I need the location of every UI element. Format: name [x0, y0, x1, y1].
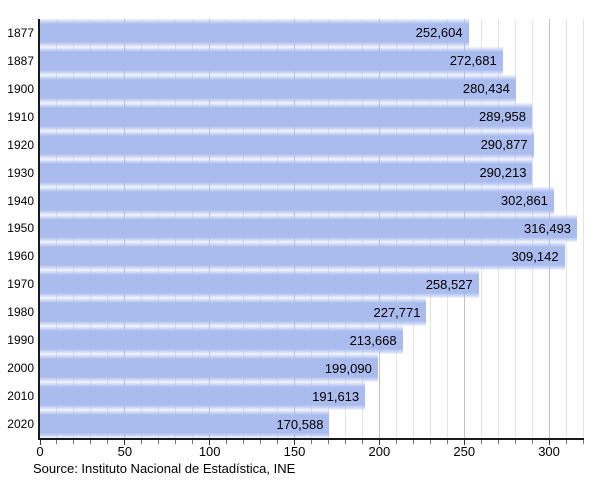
y-axis-label-1980: 1980	[7, 305, 34, 320]
major-tick	[209, 440, 211, 445]
bar-value-label: 227,771	[373, 304, 421, 320]
y-axis-label-1920: 1920	[7, 137, 34, 152]
bar-value-label: 199,090	[324, 360, 372, 376]
y-axis-label-2010: 2010	[7, 389, 34, 404]
bar-value-label: 309,142	[511, 248, 559, 264]
minor-tick	[260, 440, 262, 444]
bar-value-label: 289,958	[479, 109, 527, 125]
x-axis-label-150: 150	[283, 444, 306, 459]
y-axis-label-1990: 1990	[7, 333, 34, 348]
y-axis-label-1910: 1910	[7, 109, 34, 124]
bar-value-label: 170,588	[276, 416, 324, 432]
bar-value-label: 316,493	[524, 220, 572, 236]
minor-tick	[277, 440, 279, 444]
bar-value-label: 252,604	[415, 25, 463, 41]
y-axis-line	[38, 19, 40, 440]
minor-tick	[311, 440, 312, 444]
bar-1950: 316,493	[40, 214, 578, 243]
minor-tick	[243, 440, 245, 444]
y-axis-label-1900: 1900	[7, 81, 34, 96]
plot-area: 252,604 272,681 280,434 289,958 290,877 290,2…	[40, 19, 584, 438]
minor-tick	[531, 440, 533, 444]
y-axis-label-1887: 1887	[7, 53, 34, 68]
bar-1970: 258,527	[40, 270, 479, 299]
minor-tick	[480, 440, 482, 444]
major-tick	[124, 440, 126, 445]
minor-tick	[582, 440, 584, 444]
bar-1940: 302,861	[40, 186, 554, 215]
bar-value-label: 290,877	[480, 137, 528, 153]
minor-tick	[175, 440, 177, 444]
bar-value-label: 272,681	[449, 53, 497, 69]
bar-1980: 227,771	[40, 298, 427, 327]
minor-tick	[395, 440, 397, 444]
y-axis-label-1960: 1960	[7, 249, 34, 264]
minor-tick	[497, 440, 499, 444]
major-tick	[548, 440, 550, 445]
bar-value-label: 280,434	[462, 81, 510, 97]
minor-tick	[412, 440, 414, 444]
x-axis-label-250: 250	[453, 444, 476, 459]
y-axis-label-1940: 1940	[7, 193, 34, 208]
minor-tick	[446, 440, 448, 444]
y-axis-label-2000: 2000	[7, 361, 34, 376]
x-axis-label-50: 50	[117, 444, 133, 459]
minor-tick	[141, 440, 143, 444]
x-axis-label-100: 100	[198, 444, 221, 459]
y-axis-label-2020: 2020	[7, 417, 34, 432]
bar-1990: 213,668	[40, 326, 403, 355]
minor-tick	[107, 440, 109, 444]
bar-1960: 309,142	[40, 242, 565, 271]
bar-1930: 290,213	[40, 158, 533, 187]
y-axis-label-1930: 1930	[7, 165, 34, 180]
y-axis-label-1950: 1950	[7, 221, 34, 236]
y-axis-label-1877: 1877	[7, 25, 34, 40]
bar-1920: 290,877	[40, 130, 534, 159]
major-tick	[294, 440, 296, 445]
bar-2000: 199,090	[40, 354, 378, 383]
minor-tick	[361, 440, 363, 444]
minor-tick	[565, 440, 567, 444]
minor-gridline	[582, 19, 584, 438]
bar-value-label: 191,613	[312, 388, 360, 404]
bar-value-label: 258,527	[425, 276, 473, 292]
source-caption: Source: Instituto Nacional de Estadístic…	[33, 461, 296, 476]
minor-tick	[90, 440, 92, 444]
bar-1910: 289,958	[40, 102, 533, 131]
minor-tick	[158, 440, 160, 444]
bar-value-label: 213,668	[349, 332, 397, 348]
x-axis-label-300: 300	[538, 444, 560, 459]
minor-tick	[73, 440, 75, 444]
minor-tick	[226, 440, 228, 444]
x-axis-label-200: 200	[368, 444, 391, 459]
bar-2010: 191,613	[40, 382, 366, 411]
minor-tick	[429, 440, 431, 444]
major-tick	[463, 440, 465, 445]
bar-value-label: 290,213	[479, 165, 527, 181]
bar-1887: 272,681	[40, 46, 503, 75]
bar-1877: 252,604	[40, 19, 469, 47]
minor-tick	[192, 440, 194, 444]
x-axis-label-0: 0	[36, 444, 44, 459]
bar-value-label: 302,861	[500, 193, 548, 209]
minor-tick	[56, 440, 58, 444]
bar-2020: 170,588	[40, 410, 330, 438]
bar-1900: 280,434	[40, 74, 516, 103]
minor-tick	[327, 440, 329, 444]
major-tick	[378, 440, 380, 445]
minor-tick	[514, 440, 516, 444]
minor-tick	[344, 440, 346, 444]
y-axis-label-1970: 1970	[7, 277, 34, 292]
major-tick	[39, 440, 41, 445]
x-axis-line	[38, 438, 584, 440]
